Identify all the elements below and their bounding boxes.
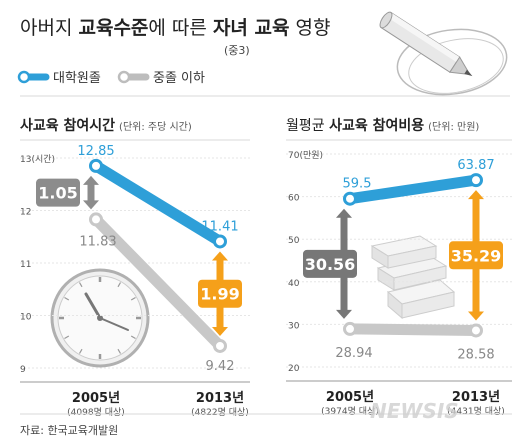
watermark-text: NEWSIS bbox=[370, 399, 459, 423]
gap-arrow-head-up bbox=[336, 208, 352, 218]
data-label-middle: 9.42 bbox=[206, 359, 235, 374]
data-point-middle bbox=[469, 323, 483, 338]
y-tick-label: 60 bbox=[288, 194, 300, 204]
gap-value-label: 35.29 bbox=[451, 246, 502, 265]
main-subtitle: (중3) bbox=[224, 44, 250, 57]
data-label-college: 63.87 bbox=[457, 158, 494, 173]
x-category-note: (4098명 대상) bbox=[67, 407, 125, 418]
legend-marker-college bbox=[17, 70, 31, 84]
data-point-college bbox=[89, 158, 103, 173]
y-tick-label: 30 bbox=[288, 321, 300, 331]
data-label-college: 11.41 bbox=[201, 219, 238, 234]
left-chart-title: 사교육 참여시간 (단위: 주당 시간) bbox=[20, 117, 192, 134]
data-label-middle: 11.83 bbox=[79, 234, 116, 249]
y-tick-label: 9 bbox=[20, 365, 26, 375]
gap-arrow-head-up bbox=[468, 190, 484, 200]
series-line-college bbox=[90, 160, 226, 247]
series-line-middle bbox=[344, 323, 482, 336]
data-point-college bbox=[469, 173, 483, 188]
legend-item-college: 대학원졸 bbox=[17, 70, 101, 86]
gap-arrow-head-up bbox=[212, 251, 228, 261]
data-point-college bbox=[343, 191, 357, 206]
x-category-note: (3974명 대상) bbox=[321, 406, 379, 417]
right-chart: 70(만원) 60 50 40 30 20 30.56 35.29 59.5 63.87 28.94… bbox=[286, 150, 512, 417]
data-point-middle bbox=[343, 321, 357, 336]
gap-value-box bbox=[303, 249, 357, 278]
data-point-college bbox=[213, 234, 227, 249]
data-label-middle: 28.94 bbox=[335, 346, 372, 361]
data-label-college: 12.85 bbox=[77, 144, 114, 159]
books-icon bbox=[370, 235, 456, 320]
gap-arrow-head-down bbox=[83, 200, 99, 210]
x-category-label: 2005년 bbox=[72, 391, 120, 406]
gap-value-label: 1.99 bbox=[200, 285, 239, 304]
gap-value-box bbox=[449, 241, 503, 270]
legend-item-middle: 중졸 이하 bbox=[117, 70, 205, 86]
gap-arrow-head-down bbox=[336, 309, 352, 319]
series-line-middle bbox=[90, 213, 226, 352]
main-title: 아버지 교육수준에 따른 자녀 교육 영향 bbox=[20, 17, 330, 39]
pencil-icon bbox=[379, 11, 508, 96]
y-tick-label: 13(시간) bbox=[20, 154, 55, 165]
gap-value-box bbox=[198, 279, 242, 308]
y-tick-label: 10 bbox=[20, 313, 32, 323]
legend: 대학원졸 중졸 이하 bbox=[17, 70, 205, 86]
series-line-college bbox=[344, 174, 482, 205]
y-tick-label: 40 bbox=[288, 279, 300, 289]
data-label-college: 59.5 bbox=[343, 177, 372, 192]
y-tick-label: 12 bbox=[20, 208, 31, 218]
x-category-note: (4822명 대상) bbox=[191, 407, 249, 418]
x-category-note: (4431명 대상) bbox=[447, 406, 505, 417]
legend-marker-middle bbox=[117, 70, 131, 84]
x-category-label: 2005년 bbox=[326, 390, 374, 405]
gap-value-label: 1.05 bbox=[38, 184, 77, 203]
x-category-label: 2013년 bbox=[196, 391, 244, 406]
right-chart-title: 월평균 사교육 참여비용 (단위: 만원) bbox=[286, 117, 479, 134]
y-tick-label: 70(만원) bbox=[288, 150, 323, 161]
gap-value-label: 30.56 bbox=[305, 255, 356, 274]
data-point-middle bbox=[213, 338, 227, 353]
data-label-middle: 28.58 bbox=[457, 347, 494, 362]
y-tick-label: 50 bbox=[288, 236, 300, 246]
left-chart: 13(시간) 12 11 10 9 1.05 1.99 12.85 11.41 11.83 9.42… bbox=[20, 144, 250, 418]
y-tick-label: 20 bbox=[288, 364, 300, 374]
x-category-label: 2013년 bbox=[452, 390, 500, 405]
data-point-middle bbox=[89, 212, 103, 227]
gap-arrow-head-up bbox=[83, 175, 99, 185]
legend-label-middle: 중졸 이하 bbox=[153, 71, 205, 86]
clock-icon bbox=[50, 268, 150, 368]
y-tick-label: 11 bbox=[20, 260, 31, 270]
legend-label-college: 대학원졸 bbox=[53, 71, 101, 86]
gap-value-box bbox=[36, 178, 80, 207]
gap-arrow-head-down bbox=[468, 311, 484, 321]
source-text: 자료: 한국교육개발원 bbox=[20, 424, 118, 437]
gap-arrow-head-down bbox=[212, 326, 228, 336]
